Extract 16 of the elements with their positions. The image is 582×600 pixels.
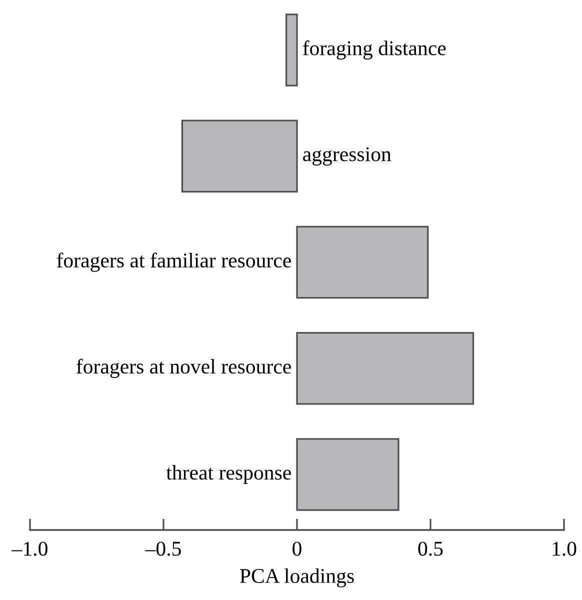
y-tick-label: foragers at familiar resource bbox=[56, 252, 291, 272]
x-tick-label: 0 bbox=[292, 542, 302, 556]
x-tick-label: –0.5 bbox=[145, 542, 181, 556]
y-tick-label: aggression bbox=[303, 147, 392, 166]
y-tick-label: foraging distance bbox=[302, 40, 446, 60]
y-tick-label: foragers at novel resource bbox=[76, 358, 291, 378]
bar bbox=[296, 226, 429, 299]
y-tick-label: threat response bbox=[166, 465, 291, 484]
x-tick-label: –1.0 bbox=[12, 542, 48, 556]
x-tick-label: 0.5 bbox=[418, 542, 443, 556]
bar bbox=[285, 14, 298, 86]
bar bbox=[296, 438, 400, 511]
bar bbox=[181, 120, 298, 193]
bar bbox=[296, 332, 474, 405]
x-axis-title: PCA loadings bbox=[240, 568, 354, 588]
x-tick-label: 1.0 bbox=[552, 542, 576, 556]
